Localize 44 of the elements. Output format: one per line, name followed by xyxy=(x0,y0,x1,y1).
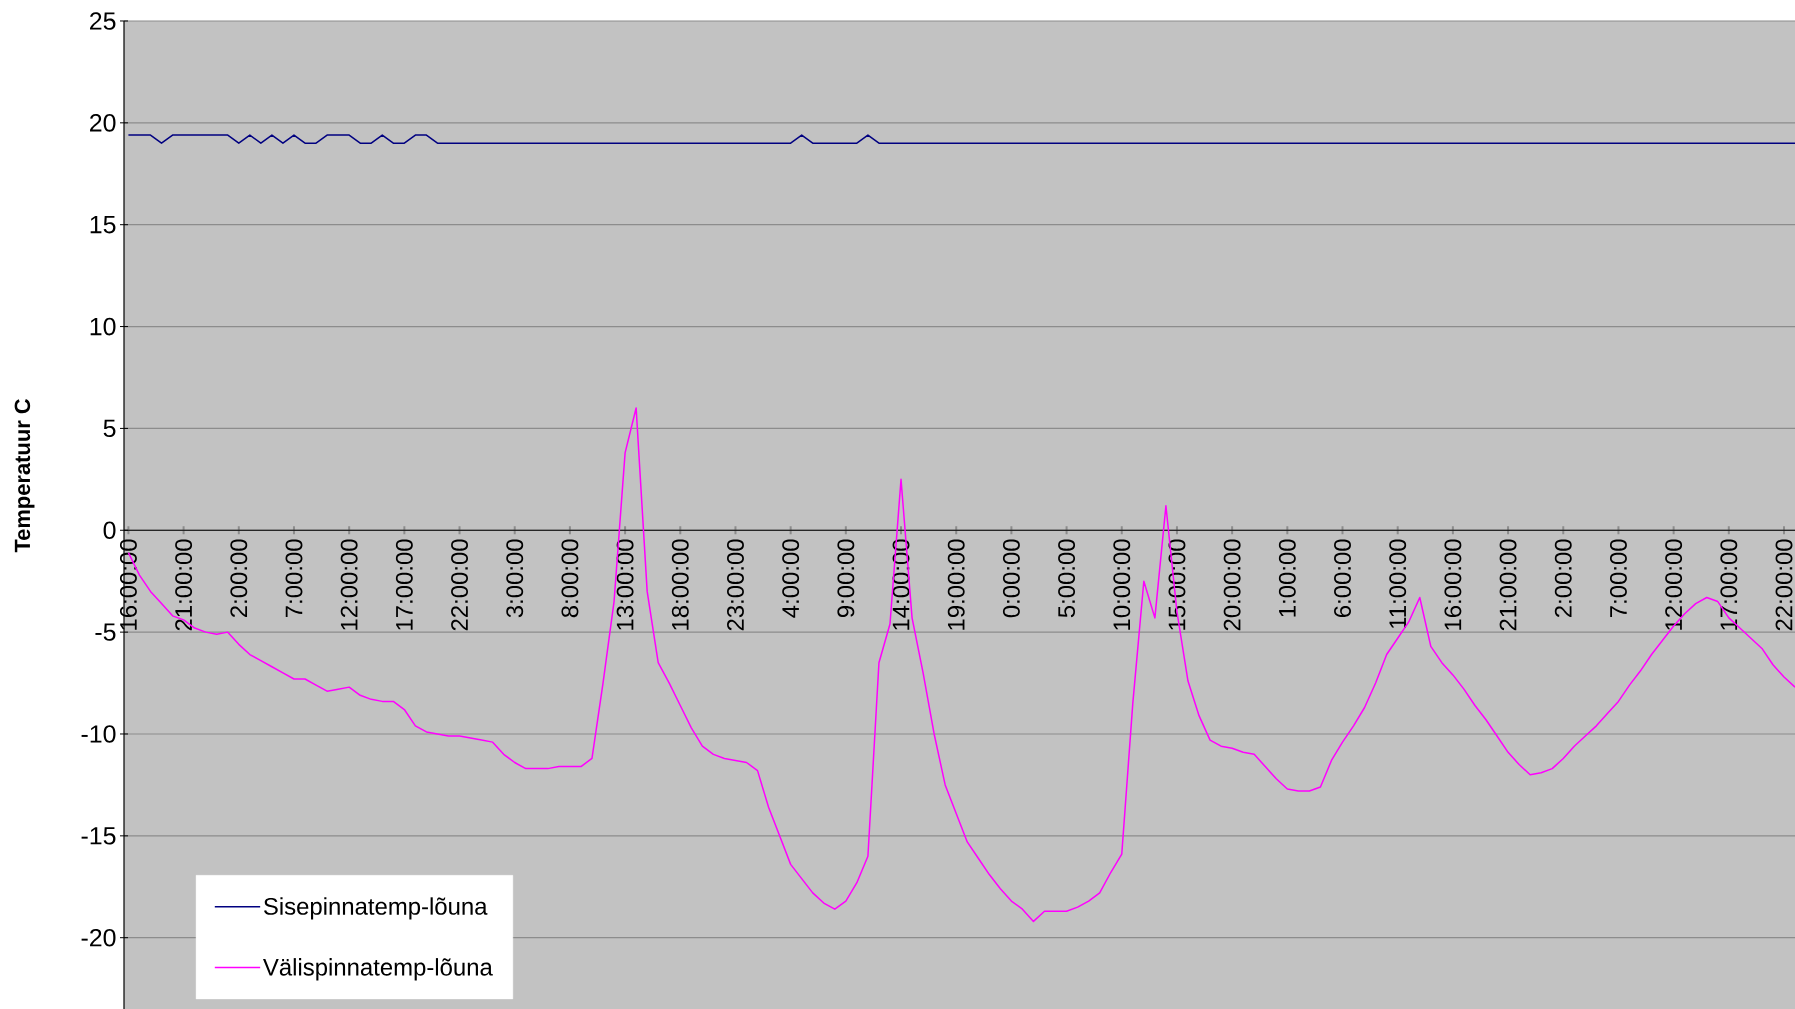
y-tick-label: -10 xyxy=(81,725,116,743)
x-tick-label: 1:00:00 xyxy=(1278,539,1296,617)
y-tick-label: 20 xyxy=(90,114,116,132)
x-tick-label: 16:00:00 xyxy=(119,539,137,630)
y-tick-label: 5 xyxy=(103,419,116,438)
x-tick-label: 11:00:00 xyxy=(1389,539,1407,628)
x-tick-label: 7:00:00 xyxy=(285,539,303,618)
y-tick-label: -20 xyxy=(81,928,116,947)
x-tick-label: 9:00:00 xyxy=(837,539,855,618)
x-tick-label: 17:00:00 xyxy=(395,539,413,630)
x-tick-label: 8:00:00 xyxy=(561,539,579,618)
x-tick-label: 19:00:00 xyxy=(947,539,965,630)
y-tick-label: 25 xyxy=(90,12,116,30)
y-axis-title: Temperatuur C xyxy=(14,398,35,553)
x-tick-label: 16:00:00 xyxy=(1444,539,1462,630)
x-tick-label: 15:00:00 xyxy=(1168,539,1186,630)
x-tick-label: 22:00:00 xyxy=(1775,539,1793,631)
x-tick-label: 2:00:00 xyxy=(230,539,248,618)
legend-label: Sisepinnatemp-lõuna xyxy=(263,897,488,920)
x-tick-label: 21:00:00 xyxy=(175,539,193,631)
x-tick-label: 5:00:00 xyxy=(1058,539,1076,618)
x-tick-label: 0:00:00 xyxy=(1002,539,1020,618)
x-tick-label: 6:00:00 xyxy=(1334,539,1351,618)
x-tick-label: 17:00:00 xyxy=(1720,539,1738,630)
legend-label: Välispinnatemp-lõuna xyxy=(263,958,493,981)
x-tick-label: 22:00:00 xyxy=(451,539,468,631)
x-tick-label: 12:00:00 xyxy=(340,539,358,630)
x-tick-label: 14:00:00 xyxy=(892,539,910,630)
x-tick-label: 10:00:00 xyxy=(1113,539,1131,630)
x-tick-label: 4:00:00 xyxy=(782,539,800,618)
y-tick-label: 15 xyxy=(90,216,116,234)
x-tick-label: 7:00:00 xyxy=(1609,539,1627,618)
x-tick-label: 12:00:00 xyxy=(1665,539,1683,630)
x-tick-label: 20:00:00 xyxy=(1223,539,1241,631)
x-tick-label: 3:00:00 xyxy=(506,539,524,618)
y-tick-label: 0 xyxy=(103,521,116,540)
y-tick-label: -5 xyxy=(95,623,116,641)
x-tick-label: 18:00:00 xyxy=(671,539,689,630)
x-tick-label: 23:00:00 xyxy=(727,539,744,631)
x-tick-label: 13:00:00 xyxy=(616,539,634,630)
y-tick-label: -15 xyxy=(81,827,116,845)
x-tick-label: 2:00:00 xyxy=(1554,539,1572,618)
x-tick-label: 21:00:00 xyxy=(1499,539,1517,631)
y-tick-label: 10 xyxy=(90,317,116,336)
